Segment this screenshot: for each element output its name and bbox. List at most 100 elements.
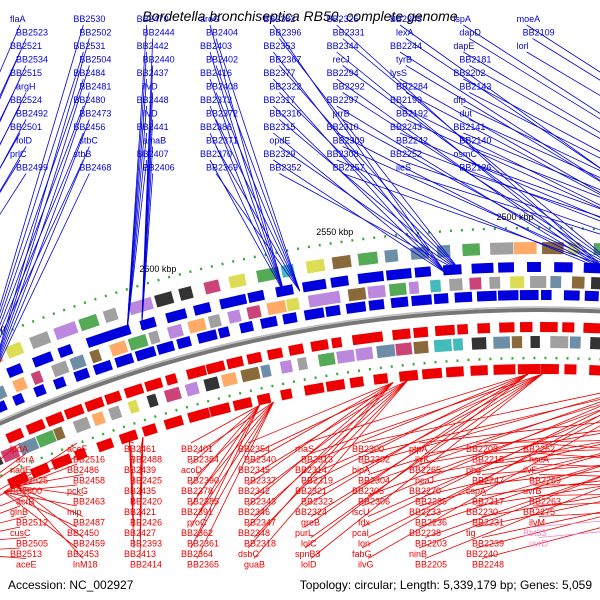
forward-gene-label: BB2524: [10, 95, 42, 105]
forward-gene-label: BB2143: [459, 82, 491, 92]
forward-gene-label: BB2499: [16, 163, 48, 173]
gene-connector-line: [399, 132, 600, 218]
reverse-gene-label: BB2269: [529, 476, 561, 486]
forward-gene-arrow-12: [85, 330, 114, 348]
reverse-gene-label: BB2262: [523, 444, 555, 454]
reverse-gene-label: BB2263: [529, 497, 561, 507]
gene-connector-line: [336, 24, 600, 265]
gene-connector-line: [418, 465, 600, 528]
cog-color-bar-27: [307, 292, 329, 308]
reverse-gene-arrow-inner-32: [564, 364, 577, 375]
reverse-gene-label: pcaI: [352, 528, 369, 538]
gene-connector-line: [469, 65, 600, 139]
reverse-gene-arrow-inner-28: [470, 365, 488, 376]
reverse-gene-arrow-24: [288, 343, 305, 356]
reverse-gene-arrow-inner-23: [349, 376, 365, 389]
reverse-gene-arrow-11: [25, 418, 46, 435]
gene-connector-line: [399, 78, 600, 194]
gene-connector-line: [310, 373, 543, 454]
gene-connector-line: [0, 119, 90, 357]
gene-connector-line: [463, 159, 600, 210]
forward-gene-arrow-inner-33: [476, 290, 497, 302]
reverse-gene-label: BB2427: [124, 528, 156, 538]
reverse-gene-label: BB2354: [238, 444, 270, 454]
reverse-gene-label: BB2347: [244, 518, 276, 528]
gc-content-ring-inner: [0, 356, 600, 478]
reverse-gene-label: BB2365: [187, 560, 219, 570]
forward-gene-arrow-inner-27: [345, 301, 367, 314]
forward-gene-label: BB2181: [459, 55, 491, 65]
cog-color-bar-21: [187, 317, 207, 334]
gene-connector-line: [16, 453, 84, 487]
cog-color-bar-34: [449, 278, 463, 291]
reverse-gene-label: BB2459: [73, 539, 105, 549]
reverse-gene-label: BB2385: [187, 497, 219, 507]
reverse-gene-label: BB2458: [73, 476, 105, 486]
gene-connector-line: [279, 146, 462, 273]
reverse-gene-arrow-inner-11: [73, 447, 88, 461]
cog-color-bar-outer-11: [29, 331, 52, 350]
gene-connector-line: [209, 159, 285, 295]
cog-color-bar-reverse-15: [91, 411, 106, 427]
gene-connector-line: [190, 404, 260, 507]
gene-connector-line: [126, 132, 148, 334]
forward-gene-label: dfp: [453, 95, 466, 105]
forward-gene-label: BB2308: [327, 149, 359, 159]
cog-color-bar-reverse-29: [355, 346, 374, 361]
cog-color-bar-outer-25: [384, 249, 399, 263]
forward-gene-arrow-inner-14: [73, 367, 91, 382]
cog-color-bar-reverse-36: [493, 336, 511, 349]
cog-color-bar-reverse-33: [433, 339, 453, 353]
gene-connector-line: [336, 105, 600, 267]
forward-gene-label: BB2530: [73, 14, 105, 24]
forward-gene-label: BB2521: [10, 41, 42, 51]
forward-gene-label: BB2367: [269, 55, 301, 65]
cog-color-bar-25: [266, 299, 287, 316]
gene-connector-line: [279, 38, 462, 273]
reverse-gene-label: acoD: [181, 465, 203, 475]
reverse-gene-label: BB2439: [124, 465, 156, 475]
kbp-tick-label: 2550 kbp: [316, 227, 353, 237]
gene-connector-line: [215, 173, 301, 292]
forward-gene-arrow-26: [471, 262, 494, 274]
reverse-gene-label: ilvF: [523, 465, 537, 475]
gene-connector-line: [469, 173, 600, 218]
reverse-gene-arrow-inner-29: [493, 364, 516, 375]
reverse-gene-label: BB2275: [523, 507, 555, 517]
forward-gene-arrow-14: [139, 316, 157, 331]
reverse-gene-label: bipA: [352, 465, 370, 475]
reverse-gene-label: cusC: [10, 528, 31, 538]
reverse-gene-label: BB2318: [244, 539, 276, 549]
forward-gene-label: BB2297: [327, 95, 359, 105]
cog-color-bar-30: [367, 284, 386, 299]
gene-connector-line: [336, 51, 600, 266]
cog-color-bar-16: [89, 348, 103, 364]
forward-gene-label: BB2331: [333, 28, 365, 38]
cog-color-bar-outer-18: [203, 279, 221, 295]
kbp-tick-label: 2600 kbp: [139, 264, 176, 274]
reverse-gene-label: BB2247: [472, 476, 504, 486]
reverse-gene-label: BB2421: [124, 507, 156, 517]
reverse-gene-arrow-inner-33: [589, 364, 600, 376]
reverse-gene-label: BB2321: [295, 486, 327, 496]
gene-connector-line: [475, 470, 600, 486]
gene-connector-line: [196, 401, 274, 454]
forward-gene-label: BB2371: [206, 136, 238, 146]
reverse-gene-label: BB2463: [73, 497, 105, 507]
reverse-gene-label: BB2486: [67, 465, 99, 475]
cog-color-bar-outer-19: [228, 273, 247, 289]
reverse-gene-label: BB2362: [181, 528, 213, 538]
forward-gene-label: lexA: [396, 28, 414, 38]
cog-color-bar-14: [50, 360, 70, 378]
gene-connector-line: [128, 441, 135, 549]
cog-color-bar-31: [388, 282, 407, 297]
cog-color-bar-23: [227, 309, 242, 324]
reverse-gene-label: BB2304: [358, 476, 390, 486]
forward-gene-label: stbC: [79, 136, 98, 146]
gene-connector-line: [367, 404, 600, 475]
reverse-gene-label: BB2414: [130, 560, 162, 570]
reverse-gene-label: aceE: [16, 560, 37, 570]
gene-connector-line: [273, 78, 447, 274]
gene-connector-line: [0, 105, 84, 326]
reverse-gene-arrow-inner-15: [163, 415, 185, 430]
